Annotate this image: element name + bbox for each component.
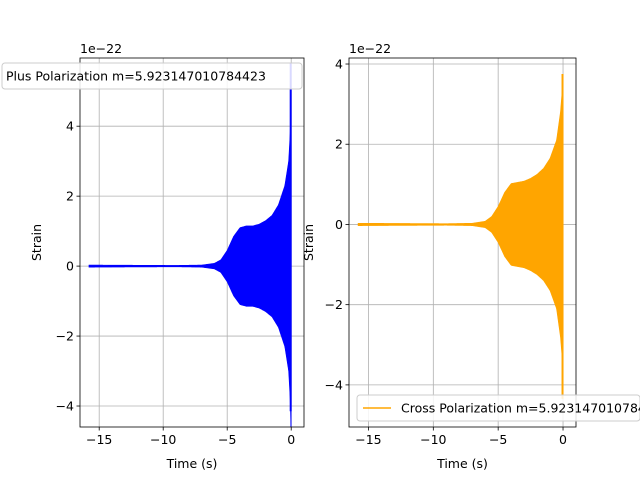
legend-box: [356, 394, 640, 422]
x-tick-label: −10: [420, 432, 446, 447]
series-0-waveform: [357, 74, 564, 399]
series-envelope: [357, 74, 564, 375]
x-tick-label: −5: [489, 432, 507, 447]
y-tick-label: 0: [66, 259, 74, 274]
legend-entry-label: Cross Polarization m=5.923147010784423: [401, 401, 640, 416]
x-axis-label: Time (s): [436, 456, 488, 471]
axes-frame: [348, 57, 577, 428]
y-tick-label: 2: [335, 137, 343, 152]
x-tick-label: −15: [86, 432, 112, 447]
x-axis-label: Time (s): [166, 456, 218, 471]
x-tick-label: 0: [559, 432, 567, 447]
y-tick-label: −4: [56, 399, 74, 414]
legend-entry-label: Plus Polarization m=5.923147010784423: [6, 69, 266, 84]
cross-polarization-chart: −15 −10 −5 0 −4 −2 0 2 4 1e−22 Time (s) Strain Cross…: [301, 41, 640, 471]
legend-box: [1, 62, 303, 90]
y-tick-label: −2: [325, 297, 343, 312]
y-tick-label: −2: [56, 329, 74, 344]
series-envelope: [88, 63, 292, 427]
axis-offset-label: 1e−22: [80, 41, 122, 56]
x-tick-label: 0: [287, 432, 295, 447]
x-tick-label: −10: [150, 432, 176, 447]
y-tick-label: −4: [325, 377, 343, 392]
series-0-waveform: [88, 63, 292, 427]
y-axis-label: Strain: [301, 224, 316, 261]
axes-frame: [79, 57, 305, 428]
axis-offset-label: 1e−22: [349, 41, 391, 56]
y-tick-label: 0: [335, 217, 343, 232]
plus-polarization-chart: −15 −10 −5 0 −4 −2 0 2 4 1e−22 Time (s) Strain Plus …: [1, 41, 305, 471]
y-tick-label: 2: [66, 189, 74, 204]
legend: Cross Polarization m=5.923147010784423: [356, 394, 640, 422]
y-axis-label: Strain: [29, 224, 44, 261]
legend: Plus Polarization m=5.923147010784423: [1, 62, 303, 90]
x-tick-label: −15: [355, 432, 381, 447]
y-tick-label: 4: [66, 119, 74, 134]
y-tick-label: 4: [335, 57, 343, 72]
x-tick-label: −5: [218, 432, 236, 447]
